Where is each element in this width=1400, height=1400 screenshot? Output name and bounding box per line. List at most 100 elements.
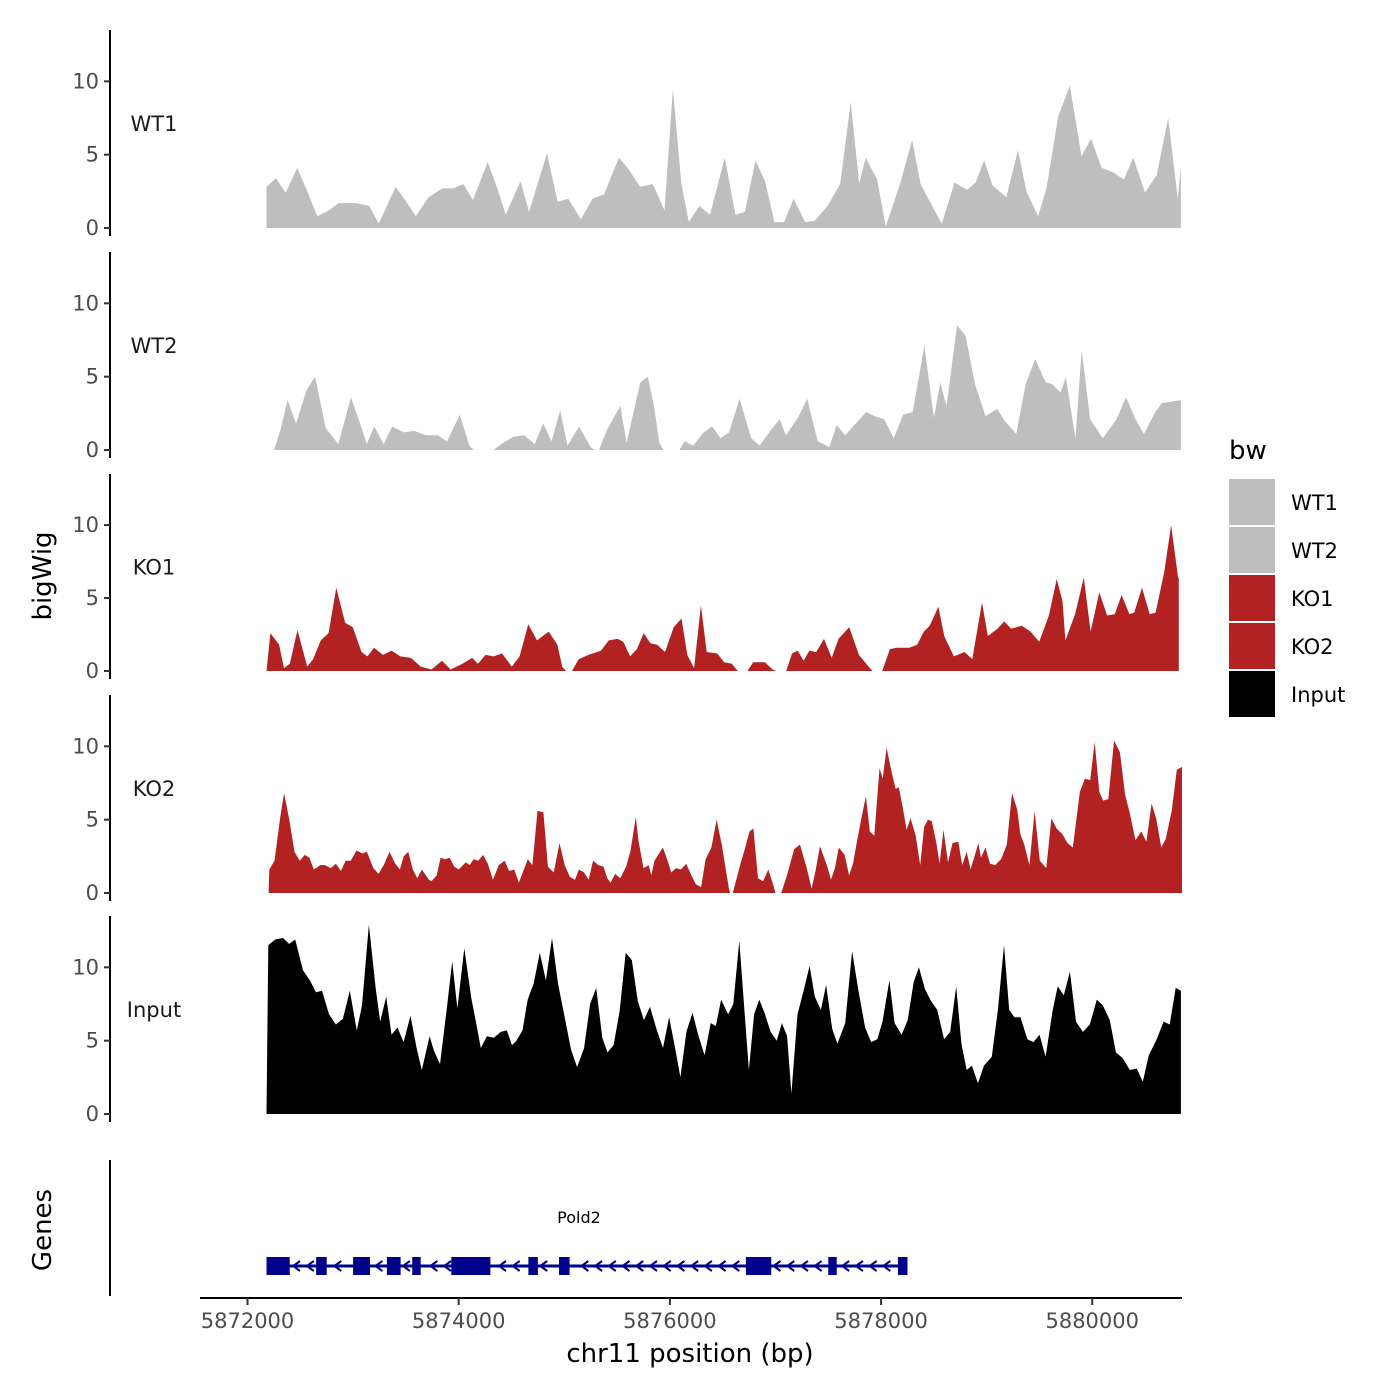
x-axis-ticks: 5872000 5874000 5876000 5878000 5880000 <box>201 1298 1139 1333</box>
x-tick-label: 5872000 <box>201 1309 295 1333</box>
x-tick-label: 5874000 <box>412 1309 506 1333</box>
y-tick-label: 10 <box>72 513 99 537</box>
y-tick-label: 0 <box>86 216 99 240</box>
strand-arrow-icon <box>373 1260 384 1272</box>
strand-arrow-icon <box>703 1260 713 1272</box>
strand-arrow-icon <box>593 1260 603 1272</box>
gene-exon <box>745 1257 772 1275</box>
strand-arrow-icon <box>689 1260 699 1272</box>
y-tick-label: 5 <box>86 365 99 389</box>
legend-entries: WT1 WT2 KO1 KO2 Input <box>1229 479 1345 717</box>
track-ko2: 0 5 10 KO2 <box>72 695 1183 905</box>
x-axis: 5872000 5874000 5876000 5878000 5880000 chr1… <box>200 1297 1182 1369</box>
gene-exon <box>266 1257 290 1275</box>
strand-arrow-icon <box>881 1260 891 1272</box>
legend-label: WT2 <box>1291 539 1338 563</box>
y-tick-label: 0 <box>86 659 99 683</box>
legend-label: KO2 <box>1291 635 1334 659</box>
area-input <box>266 924 1181 1114</box>
strand-arrow-icon <box>785 1260 795 1272</box>
legend-entry-wt1: WT1 <box>1229 479 1338 525</box>
area-wt2 <box>273 325 1181 450</box>
strand-arrow-icon <box>579 1260 589 1272</box>
y-axis-title: bigWig <box>28 531 58 620</box>
track-wt1: 0 5 10 WT1 <box>72 30 1181 240</box>
y-tick-label: 10 <box>72 291 99 315</box>
strand-arrow-icon <box>716 1260 727 1272</box>
strand-arrow-icon <box>538 1260 548 1272</box>
gene-exon <box>451 1257 491 1275</box>
area-wt1 <box>266 85 1181 228</box>
legend-label: KO1 <box>1291 587 1334 611</box>
y-tick-label: 10 <box>72 955 99 979</box>
gene-name-label: Pold2 <box>557 1208 601 1227</box>
gene-exon <box>353 1257 371 1275</box>
y-tick-label: 10 <box>72 69 99 93</box>
strand-arrow-icon <box>607 1260 617 1272</box>
y-tick-label: 5 <box>86 586 99 610</box>
track-label-input: Input <box>127 998 181 1022</box>
y-tick-label: 5 <box>86 143 99 167</box>
genes-track: Genes Pold2 <box>28 1160 908 1296</box>
gene-exon <box>386 1257 401 1275</box>
strand-arrow-icon <box>497 1260 507 1272</box>
strand-arrow-icon <box>305 1260 315 1272</box>
gene-exon <box>316 1257 327 1275</box>
gene-exon <box>412 1257 421 1275</box>
legend: bw WT1 WT2 KO1 KO2 Input <box>1229 436 1345 717</box>
strand-arrow-icon <box>675 1260 686 1272</box>
y-tick-label: 0 <box>86 881 99 905</box>
legend-entry-wt2: WT2 <box>1229 527 1338 573</box>
genes-track-label: Genes <box>28 1189 58 1271</box>
gene-exon <box>828 1257 837 1275</box>
strand-arrow-icon <box>812 1260 823 1272</box>
x-tick-label: 5880000 <box>1045 1309 1139 1333</box>
track-wt2: 0 5 10 WT2 <box>72 252 1181 462</box>
coverage-tracks: 0 5 10 WT1 0 5 10 WT2 0 5 10 KO1 0 5 10 KO2 0 5 10 Input <box>72 30 1183 1126</box>
strand-arrow-icon <box>428 1260 438 1272</box>
strand-arrow-icon <box>401 1260 411 1272</box>
legend-swatch <box>1229 575 1275 621</box>
strand-arrow-icon <box>620 1260 631 1272</box>
track-ko1: 0 5 10 KO1 <box>72 474 1179 683</box>
strand-arrow-icon <box>799 1260 809 1272</box>
legend-swatch <box>1229 623 1275 669</box>
x-tick-label: 5876000 <box>623 1309 717 1333</box>
gene-model <box>266 1257 908 1275</box>
track-input: 0 5 10 Input <box>72 916 1181 1126</box>
legend-label: WT1 <box>1291 491 1338 515</box>
y-tick-label: 5 <box>86 808 99 832</box>
legend-entry-input: Input <box>1229 671 1345 717</box>
strand-arrow-icon <box>291 1260 301 1272</box>
strand-arrow-icon <box>854 1260 864 1272</box>
gene-exon <box>897 1257 908 1275</box>
area-ko1 <box>266 525 1179 671</box>
track-label-wt2: WT2 <box>131 334 178 358</box>
strand-arrow-icon <box>771 1260 782 1272</box>
strand-arrow-icon <box>661 1260 672 1272</box>
track-label-ko1: KO1 <box>133 556 176 580</box>
legend-entry-ko1: KO1 <box>1229 575 1334 621</box>
gene-exon <box>559 1257 570 1275</box>
area-ko2 <box>268 740 1183 893</box>
legend-swatch <box>1229 479 1275 525</box>
legend-swatch <box>1229 527 1275 573</box>
track-label-wt1: WT1 <box>131 112 178 136</box>
strand-arrow-icon <box>867 1260 878 1272</box>
x-axis-title: chr11 position (bp) <box>566 1339 813 1369</box>
y-tick-label: 0 <box>86 438 99 462</box>
gene-exon <box>528 1257 538 1275</box>
strand-arrow-icon <box>442 1260 452 1272</box>
legend-label: Input <box>1291 683 1345 707</box>
y-tick-label: 5 <box>86 1029 99 1053</box>
track-label-ko2: KO2 <box>133 777 176 801</box>
strand-arrow-icon <box>510 1260 521 1272</box>
strand-arrow-icon <box>840 1260 850 1272</box>
strand-arrow-icon <box>730 1260 740 1272</box>
y-tick-label: 0 <box>86 1102 99 1126</box>
y-tick-label: 10 <box>72 734 99 758</box>
strand-arrow-icon <box>634 1260 644 1272</box>
x-tick-label: 5878000 <box>834 1309 928 1333</box>
legend-entry-ko2: KO2 <box>1229 623 1334 669</box>
